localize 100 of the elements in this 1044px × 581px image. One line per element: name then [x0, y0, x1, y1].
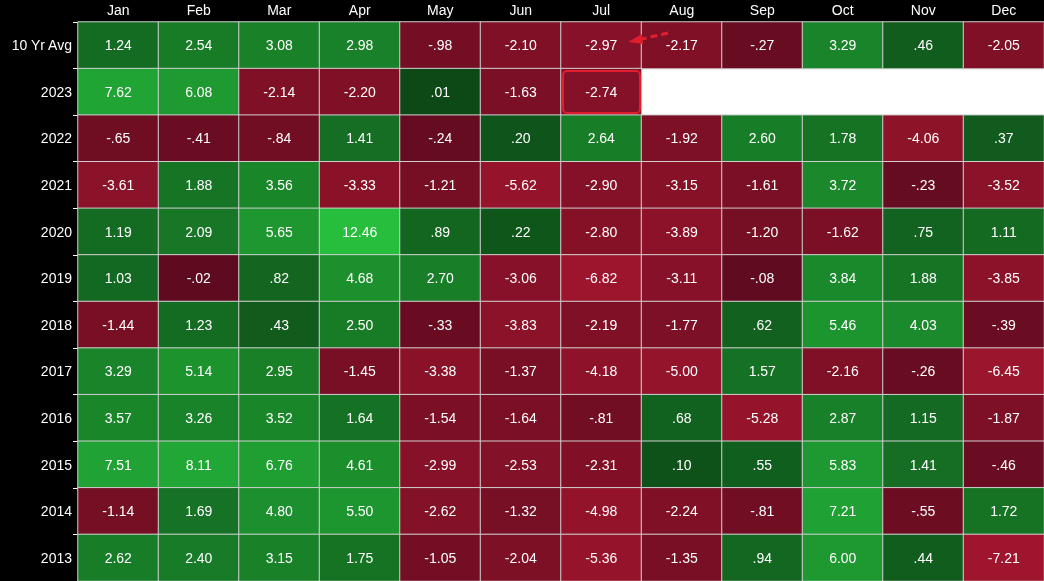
x-tick-label: Oct — [831, 2, 854, 18]
data-label: -1.54 — [424, 409, 457, 426]
data-label: .46 — [913, 37, 934, 54]
data-label: -.39 — [991, 316, 1017, 333]
data-label: .94 — [752, 549, 773, 566]
data-label: -.23 — [911, 177, 936, 194]
data-label: 2.87 — [829, 409, 857, 426]
data-label: -2.97 — [585, 37, 618, 54]
data-label: -3.11 — [666, 270, 698, 287]
data-label: 1.19 — [104, 223, 133, 240]
data-label: -1.32 — [504, 503, 537, 520]
data-label: -1.62 — [826, 223, 859, 240]
data-label: -3.38 — [424, 363, 457, 380]
data-label: 2.60 — [748, 130, 777, 147]
data-label: 1.75 — [346, 549, 374, 566]
data-label: -2.04 — [504, 549, 537, 566]
data-label: 3.84 — [829, 270, 857, 287]
y-tick-label: 2018 — [40, 316, 73, 333]
data-label: -2.99 — [424, 456, 457, 473]
data-label: -.08 — [750, 270, 775, 287]
data-label: -7.21 — [987, 549, 1020, 566]
x-tick-label: Mar — [267, 2, 292, 18]
data-label: 2.62 — [104, 549, 133, 566]
data-label: 1.88 — [185, 177, 213, 194]
data-label: -6.45 — [987, 363, 1020, 380]
x-tick-label: Jan — [106, 2, 130, 18]
data-label: 3.15 — [265, 549, 294, 566]
data-label: .22 — [511, 223, 531, 240]
data-label: -3.15 — [665, 177, 698, 194]
data-label: 8.11 — [185, 456, 213, 473]
data-label: 7.21 — [829, 503, 857, 520]
data-label: 3.57 — [104, 409, 133, 426]
data-label: 7.51 — [104, 456, 133, 473]
data-label: 1.11 — [990, 223, 1018, 240]
data-label: .01 — [430, 83, 451, 100]
data-label: -4.18 — [585, 363, 618, 380]
data-label: -6.82 — [585, 270, 618, 287]
data-label: 3.08 — [265, 37, 294, 54]
data-label: 1.41 — [909, 456, 938, 473]
x-tick-label: Jul — [592, 2, 611, 18]
data-label: 1.41 — [346, 130, 374, 147]
data-label: -2.62 — [424, 503, 457, 520]
data-label: -3.06 — [504, 270, 537, 287]
data-label: .75 — [913, 223, 934, 240]
data-label: 3.29 — [104, 363, 133, 380]
data-label: -4.98 — [585, 503, 618, 520]
data-label: -1.14 — [102, 503, 135, 520]
data-label: 2.50 — [346, 316, 374, 333]
data-label: .68 — [672, 409, 692, 426]
data-label: 2.40 — [185, 549, 213, 566]
data-label: -1.05 — [424, 549, 457, 566]
data-label: -.27 — [750, 37, 775, 54]
data-label: 4.68 — [346, 270, 374, 287]
x-tick-label: Aug — [669, 2, 695, 18]
data-label: 4.80 — [265, 503, 294, 520]
data-label: -2.53 — [504, 456, 537, 473]
data-label: -3.61 — [102, 177, 135, 194]
y-tick-label: 2022 — [40, 130, 73, 147]
data-label: 2.09 — [185, 223, 213, 240]
data-label: -2.17 — [665, 37, 698, 54]
data-label: -2.74 — [585, 83, 618, 100]
data-label: 5.46 — [829, 316, 857, 333]
y-tick-label: 2017 — [40, 363, 73, 380]
data-label: 3.29 — [829, 37, 857, 54]
data-label: -1.87 — [987, 409, 1020, 426]
data-label: 4.03 — [909, 316, 938, 333]
data-label: .37 — [994, 130, 1014, 147]
data-label: .89 — [430, 223, 451, 240]
data-label: .44 — [913, 549, 934, 566]
data-label: -.84 — [267, 130, 292, 147]
data-label: -1.45 — [343, 363, 376, 380]
x-tick-label: May — [427, 2, 454, 18]
data-label: -2.16 — [826, 363, 859, 380]
data-label: -1.61 — [746, 177, 779, 194]
data-label: -3.33 — [343, 177, 376, 194]
data-label: -1.63 — [504, 83, 537, 100]
data-label: 6.08 — [185, 83, 213, 100]
data-label: -1.44 — [102, 316, 135, 333]
data-label: 2.54 — [185, 37, 213, 54]
data-label: -2.05 — [987, 37, 1020, 54]
data-label: .55 — [752, 456, 773, 473]
y-tick-label: 2019 — [40, 270, 73, 287]
x-tick-label: Nov — [910, 2, 936, 18]
data-label: -1.35 — [665, 549, 698, 566]
data-label: 2.70 — [426, 270, 455, 287]
data-label: -.46 — [991, 456, 1017, 473]
data-label: 3.72 — [829, 177, 857, 194]
y-tick-label: 2023 — [40, 83, 73, 100]
data-label: -2.10 — [504, 37, 537, 54]
y-tick-label: 2015 — [40, 456, 73, 473]
data-label: .10 — [672, 456, 692, 473]
data-label: 4.61 — [346, 456, 374, 473]
data-label: -1.20 — [746, 223, 779, 240]
data-label: 1.78 — [829, 130, 857, 147]
data-label: -5.28 — [746, 409, 779, 426]
x-tick-label: Feb — [186, 2, 212, 18]
data-label: 1.88 — [909, 270, 938, 287]
y-tick-label: 2020 — [40, 223, 73, 240]
data-label: 3.52 — [265, 409, 294, 426]
data-label: 5.65 — [265, 223, 294, 240]
